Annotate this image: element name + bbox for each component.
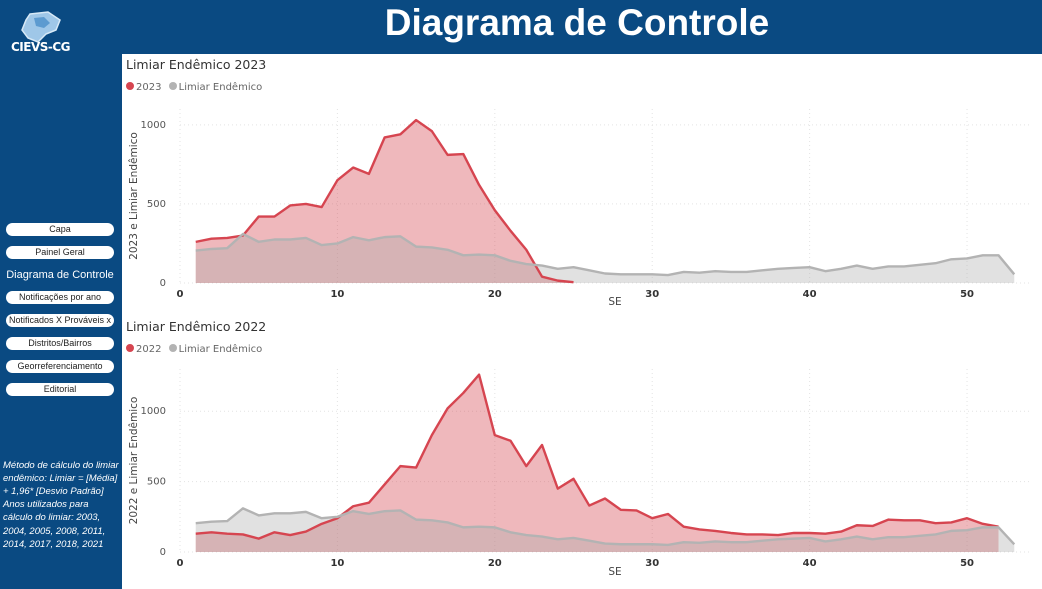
x-tick-label: 20 <box>488 289 502 300</box>
x-tick-label: 30 <box>645 289 659 300</box>
year-series-area <box>195 120 574 284</box>
method-note: Método de cálculo do limiar endêmico: Li… <box>3 460 119 550</box>
header: Diagrama de Controle <box>122 0 1042 54</box>
chart-title-2022: Limiar Endêmico 2022 <box>126 319 267 334</box>
threshold-series-area <box>195 233 1015 283</box>
nav-editorial-button[interactable]: Editorial <box>6 383 114 396</box>
legend-dot-year <box>126 344 134 352</box>
x-tick-label: 40 <box>803 289 817 300</box>
year-series-area <box>195 374 999 552</box>
x-tick-label: 30 <box>645 558 659 569</box>
legend-dot-threshold <box>168 82 177 90</box>
y-axis-title: 2022 e Limiar Endêmico <box>128 397 140 525</box>
nav-capa-button[interactable]: Capa <box>6 223 114 236</box>
x-axis-title: SE <box>608 296 621 308</box>
legend-label-year: 2023 <box>136 82 162 93</box>
nav-distritos-bairros-button[interactable]: Distritos/Bairros <box>6 337 114 350</box>
sidebar: CIEVS-CG Capa Painel Geral Diagrama de C… <box>0 0 122 589</box>
legend-label-threshold: Limiar Endêmico <box>178 82 263 93</box>
year-series-line <box>195 373 999 540</box>
x-tick-label: 10 <box>330 558 344 569</box>
x-axis-title: SE <box>608 566 621 578</box>
legend-2022: 2022 Limiar Endêmico <box>126 344 266 358</box>
nav-diagrama-de-controle-button[interactable]: Diagrama de Controle <box>6 269 114 281</box>
chart-title-2023: Limiar Endêmico 2023 <box>126 57 267 72</box>
nav-georreferenciamento-button[interactable]: Georreferenciamento <box>6 360 114 373</box>
nav-painel-geral-button[interactable]: Painel Geral <box>6 246 114 259</box>
legend-item-threshold[interactable]: Limiar Endêmico <box>168 82 263 93</box>
y-tick-label: 1000 <box>141 406 166 417</box>
legend-label-threshold: Limiar Endêmico <box>178 344 263 355</box>
page-title: Diagrama de Controle <box>384 2 770 43</box>
legend-item-year[interactable]: 2023 <box>126 82 161 93</box>
y-tick-label: 500 <box>147 477 166 488</box>
year-series-line <box>195 118 574 284</box>
y-tick-label: 1000 <box>141 120 166 131</box>
x-tick-label: 20 <box>488 558 502 569</box>
x-tick-label: 0 <box>177 558 184 569</box>
threshold-series-line <box>195 232 1016 277</box>
cievs-logo-icon <box>21 11 61 43</box>
legend-dot-year <box>126 82 134 90</box>
x-tick-label: 40 <box>803 558 817 569</box>
threshold-series-line <box>195 507 1016 547</box>
y-axis-title: 2023 e Limiar Endêmico <box>128 132 140 260</box>
legend-item-year[interactable]: 2022 <box>126 344 161 355</box>
chart-2022-svg: 0 500 1000 0 10 20 30 40 50 SE 2022 e Limiar Endêm… <box>128 369 1030 578</box>
content-area: Limiar Endêmico 2023 2023 Limiar Endêmic… <box>122 54 1042 589</box>
chart-panel-2022: Limiar Endêmico 2022 2022 Limiar Endêmic… <box>122 316 1042 589</box>
chart-2023-svg: 0 500 1000 0 10 20 30 40 50 SE 2023 e Limiar Endêm… <box>128 109 1030 308</box>
logo-text: CIEVS-CG <box>11 40 71 54</box>
threshold-series-area <box>195 508 1015 552</box>
legend-2023: 2023 Limiar Endêmico <box>126 82 266 96</box>
legend-dot-threshold <box>168 344 177 352</box>
y-tick-label: 0 <box>160 547 166 558</box>
nav-notificacoes-por-ano-button[interactable]: Notificações por ano <box>6 291 114 304</box>
nav-notificados-x-provaveis-button[interactable]: Notificados X Prováveis x <box>6 314 114 327</box>
chart-panel-2023: Limiar Endêmico 2023 2023 Limiar Endêmic… <box>122 54 1042 316</box>
x-tick-label: 10 <box>330 289 344 300</box>
x-tick-label: 50 <box>960 558 974 569</box>
y-tick-label: 0 <box>160 278 166 289</box>
y-tick-label: 500 <box>147 199 166 210</box>
x-tick-label: 0 <box>177 289 184 300</box>
x-tick-label: 50 <box>960 289 974 300</box>
legend-item-threshold[interactable]: Limiar Endêmico <box>168 344 263 355</box>
legend-label-year: 2022 <box>136 344 162 355</box>
